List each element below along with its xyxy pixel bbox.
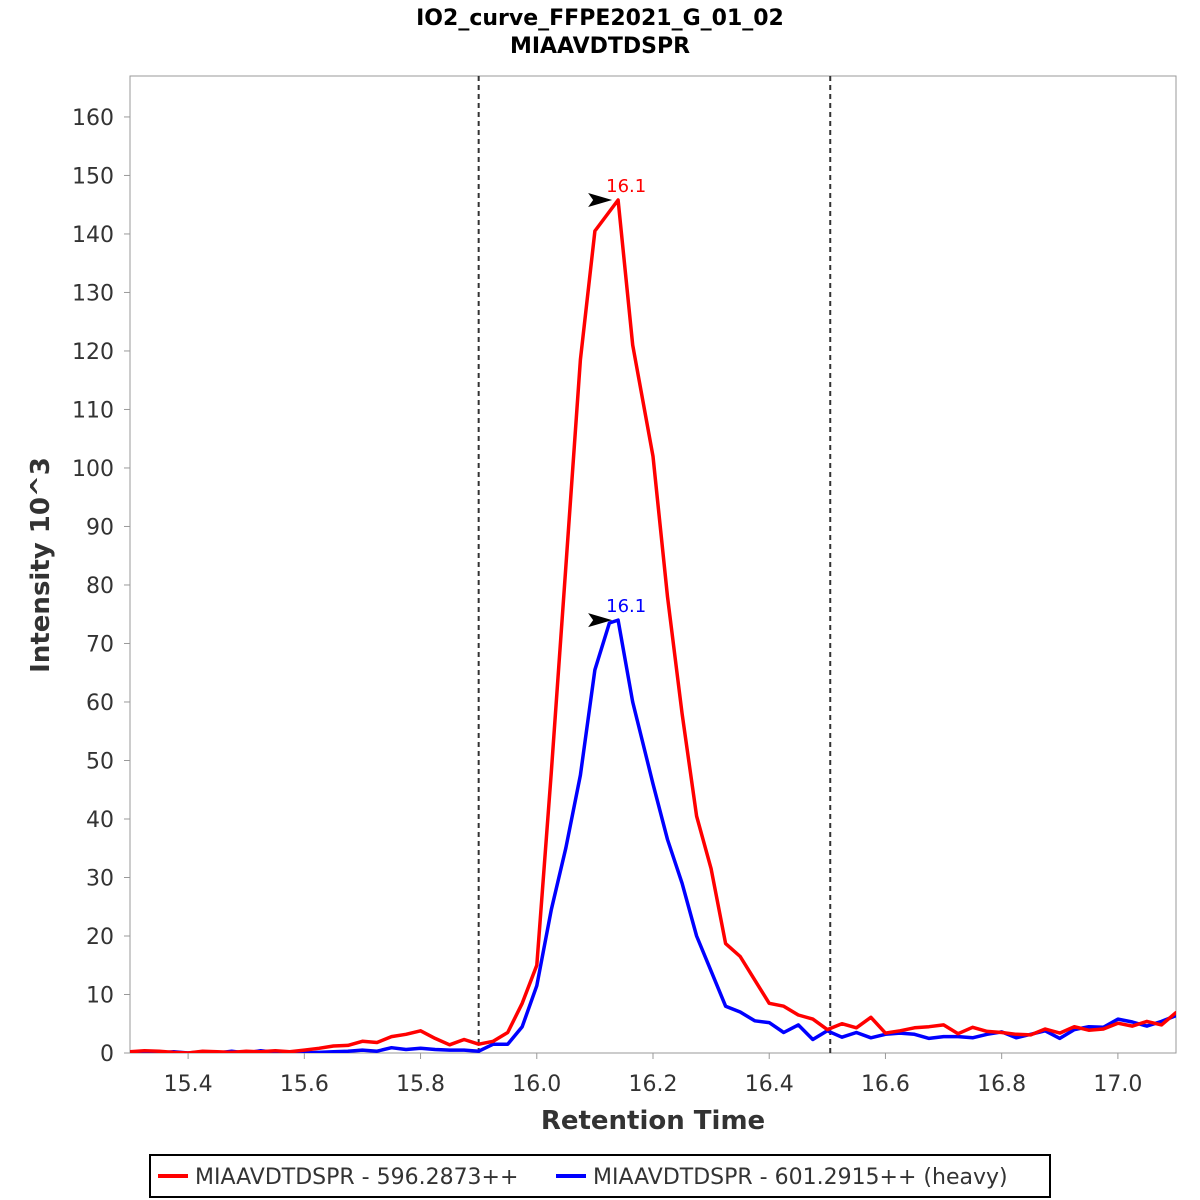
peak-label-heavy: 16.1	[606, 596, 646, 617]
y-tick-label: 30	[86, 866, 114, 891]
y-tick-label: 80	[86, 574, 114, 599]
y-tick-label: 90	[86, 515, 114, 540]
peak-markers: 16.1 16.1	[588, 176, 646, 628]
y-tick-label: 110	[72, 398, 114, 423]
x-tick-label: 16.2	[629, 1072, 678, 1097]
peak-label-light: 16.1	[606, 176, 646, 197]
chart-subtitle: MIAAVDTDSPR	[510, 34, 690, 59]
peak-arrow-heavy	[588, 613, 613, 628]
legend-box	[149, 1154, 1051, 1198]
y-tick-label: 100	[72, 457, 114, 482]
chart-title: IO2_curve_FFPE2021_G_01_02	[416, 6, 784, 31]
y-tick-label: 160	[72, 106, 114, 131]
series-lines	[130, 198, 1176, 1053]
series-line-light	[130, 198, 1176, 1053]
x-tick-label: 15.4	[164, 1072, 213, 1097]
y-tick-label: 40	[86, 808, 114, 833]
x-tick-label: 17.0	[1093, 1072, 1142, 1097]
y-tick-label: 0	[100, 1042, 114, 1067]
integration-boundaries	[477, 76, 832, 1053]
x-tick-label: 16.4	[745, 1072, 794, 1097]
legend-label-heavy: MIAAVDTDSPR - 601.2915++ (heavy)	[593, 1165, 1008, 1190]
y-axis-label: Intensity 10^3	[26, 457, 56, 673]
y-tick-label: 50	[86, 749, 114, 774]
y-tick-label: 150	[72, 164, 114, 189]
y-tick-label: 10	[86, 983, 114, 1008]
y-tick-label: 140	[72, 223, 114, 248]
plot-area	[129, 75, 1177, 1054]
y-tick-label: 120	[72, 340, 114, 365]
peak-arrow-light	[588, 193, 613, 208]
y-axis: 0 10 20 30 40 50 60 70 80 90 100 110 120 130 140 150 160	[72, 106, 130, 1067]
y-tick-label: 20	[86, 925, 114, 950]
y-tick-label: 70	[86, 632, 114, 657]
x-axis-label: Retention Time	[541, 1106, 765, 1136]
legend-label-light: MIAAVDTDSPR - 596.2873++	[195, 1165, 518, 1190]
y-tick-label: 130	[72, 281, 114, 306]
y-tick-label: 60	[86, 691, 114, 716]
legend: MIAAVDTDSPR - 596.2873++ MIAAVDTDSPR - 6…	[149, 1154, 1051, 1198]
x-tick-label: 16.0	[512, 1072, 561, 1097]
x-tick-label: 16.8	[977, 1072, 1026, 1097]
x-axis: 15.4 15.6 15.8 16.0 16.2 16.4 16.6 16.8 17.0	[164, 1053, 1142, 1097]
x-tick-label: 15.6	[280, 1072, 329, 1097]
x-tick-label: 16.6	[861, 1072, 910, 1097]
x-tick-label: 15.8	[396, 1072, 445, 1097]
